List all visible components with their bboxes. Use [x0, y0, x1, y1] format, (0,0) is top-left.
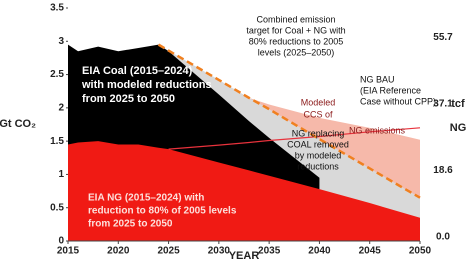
annotation: levels (2025–2050)	[258, 47, 335, 57]
annotation: NG replacing	[292, 128, 345, 138]
x-tick-label: 2025	[157, 246, 180, 257]
y2-axis-title: NG	[450, 122, 467, 134]
x-axis-title: YEAR	[229, 250, 260, 262]
annotation: COAL removed	[287, 139, 349, 149]
annotation: CCS of	[303, 109, 333, 119]
annotation: from 2025 to 2050	[88, 219, 173, 230]
y-tick-label: 1.5	[50, 136, 64, 147]
annotation: Modeled	[301, 97, 336, 107]
y-tick-label: 3	[58, 36, 64, 47]
annotation: reduction to 80% of 2005 levels	[88, 206, 237, 217]
y-tick-label: 0	[58, 236, 64, 247]
x-tick-label: 2035	[258, 246, 281, 257]
annotation: EIA Coal (2015–2024)	[82, 65, 193, 77]
y2-tick-label: 18.6	[433, 165, 453, 176]
y2-tick-label: 37.1	[433, 99, 453, 110]
y-tick-label: 0.5	[50, 202, 64, 213]
annotation: target for Coal + NG with	[246, 25, 345, 35]
annotation: by modeled	[295, 150, 342, 160]
x-tick-label: 2045	[359, 246, 382, 257]
x-tick-label: 2020	[107, 246, 130, 257]
annotation: reductions	[297, 161, 339, 171]
y2-tick-label: 0.0	[436, 232, 450, 243]
x-tick-label: 2030	[208, 246, 231, 257]
annotation: (EIA Reference	[360, 85, 421, 95]
annotation: with modeled reductions	[81, 79, 212, 91]
annotation: EIA NG (2015–2024) with	[88, 193, 204, 204]
x-tick-label: 2015	[57, 246, 80, 257]
annotation: Combined emission	[256, 14, 335, 24]
y-axis-title: Gt CO₂	[0, 118, 36, 130]
y-tick-label: 2	[58, 102, 64, 113]
annotation: 80% reductions to 2005	[249, 36, 344, 46]
y-tick-label: 2.5	[50, 69, 64, 80]
y2-axis-title: tcf	[451, 98, 465, 110]
area	[68, 141, 420, 241]
dashed-line	[157, 43, 421, 199]
annotation: from 2025 to 2050	[82, 93, 175, 105]
y-tick-label: 1	[58, 169, 64, 180]
x-tick-label: 2050	[409, 246, 432, 257]
y-tick-label: 3.5	[50, 3, 64, 14]
line	[168, 127, 421, 150]
annotation: NG BAU	[360, 74, 395, 84]
y2-tick-label: 55.7	[433, 32, 453, 43]
annotation: NG emissions	[349, 125, 406, 135]
annotation: Case without CPP)	[360, 96, 436, 106]
x-tick-label: 2040	[308, 246, 331, 257]
